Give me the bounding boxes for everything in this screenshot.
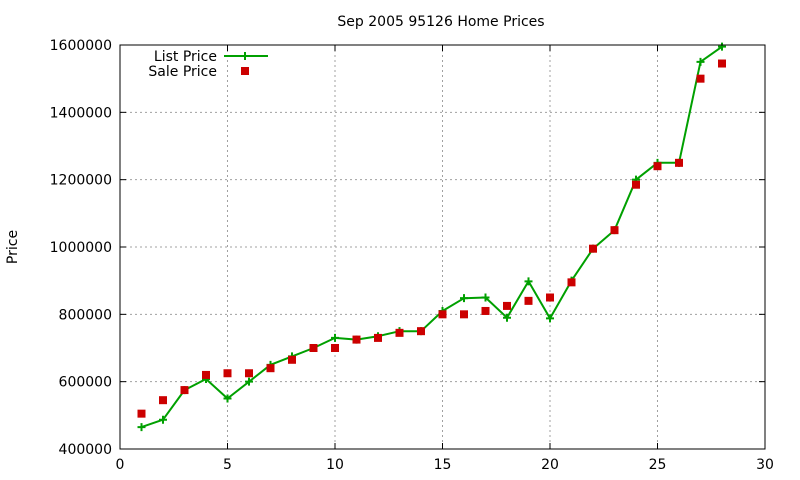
sale-price-point — [352, 335, 361, 344]
sale-price-point — [696, 74, 705, 83]
legend-item-sale-price: Sale Price — [148, 64, 249, 80]
sale-price-point — [417, 327, 425, 336]
legend-item-list-price: List Price — [154, 49, 268, 65]
legend-marker-sale-price — [241, 67, 249, 75]
sale-price-point — [460, 310, 468, 319]
sale-price-point — [288, 355, 296, 364]
sale-price-point — [610, 226, 619, 235]
sale-price-point — [675, 158, 683, 167]
y-tick-label: 1000000 — [50, 240, 112, 256]
sale-price-point — [438, 310, 447, 319]
sale-price-point — [223, 369, 232, 378]
data-series — [137, 42, 726, 432]
sale-price-point — [632, 180, 640, 189]
sale-price-point — [718, 59, 726, 68]
grid-lines — [120, 45, 765, 449]
list-price-point — [245, 377, 253, 386]
list-price-point — [223, 394, 232, 403]
sale-price-point — [395, 328, 404, 337]
sale-price-point — [309, 344, 318, 352]
x-tick-label: 30 — [756, 457, 774, 473]
sale-price-point — [266, 364, 275, 373]
sale-price-point — [589, 244, 597, 253]
list-price-point — [331, 333, 339, 342]
sale-price-point — [481, 306, 490, 315]
sale-price-point — [503, 301, 511, 310]
y-tick-label: 400000 — [59, 442, 112, 458]
sale-price-point — [567, 278, 576, 287]
list-price-point — [503, 313, 511, 322]
y-tick-label: 1600000 — [50, 38, 112, 54]
y-tick-label: 1400000 — [50, 105, 112, 121]
x-tick-label: 5 — [223, 457, 232, 473]
sale-price-point — [202, 370, 210, 379]
sale-price-point — [331, 344, 339, 352]
sale-price-point — [159, 396, 167, 405]
x-tick-label: 15 — [434, 457, 452, 473]
x-tick-label: 20 — [541, 457, 559, 473]
legend-marker-list-price — [241, 52, 249, 60]
sale-price-point — [546, 293, 554, 302]
chart-title: Sep 2005 95126 Home Prices — [337, 14, 544, 30]
tick-labels: 0 5 10 15 20 25 30 400000 600000 800000 1000000 120… — [50, 38, 774, 473]
list-price-point — [460, 294, 468, 303]
legend-label-sale-price: Sale Price — [148, 64, 217, 80]
sale-price-point — [374, 333, 382, 342]
list-price-point — [696, 57, 705, 66]
list-price-line — [141, 45, 723, 429]
y-tick-label: 1200000 — [50, 173, 112, 189]
list-price-point — [718, 42, 726, 51]
x-tick-label: 10 — [326, 457, 344, 473]
sale-price-point — [245, 369, 253, 378]
legend-label-list-price: List Price — [154, 49, 217, 65]
axis-ticks — [119, 44, 766, 450]
y-tick-label: 800000 — [59, 307, 112, 323]
list-price-point — [137, 423, 146, 432]
legend: List Price Sale Price — [148, 49, 268, 80]
x-tick-label: 25 — [649, 457, 667, 473]
y-tick-label: 600000 — [59, 375, 112, 391]
sale-price-point — [524, 296, 533, 305]
plot-frame — [119, 44, 766, 450]
list-price-point — [481, 293, 490, 302]
x-tick-label: 0 — [116, 457, 125, 473]
sale-price-point — [653, 162, 662, 171]
sale-price-point — [180, 386, 189, 395]
sale-price-point — [137, 409, 146, 418]
list-price-point — [546, 314, 554, 323]
list-price-point — [524, 277, 533, 286]
list-price-point — [159, 415, 167, 424]
y-axis-label: Price — [5, 230, 21, 264]
